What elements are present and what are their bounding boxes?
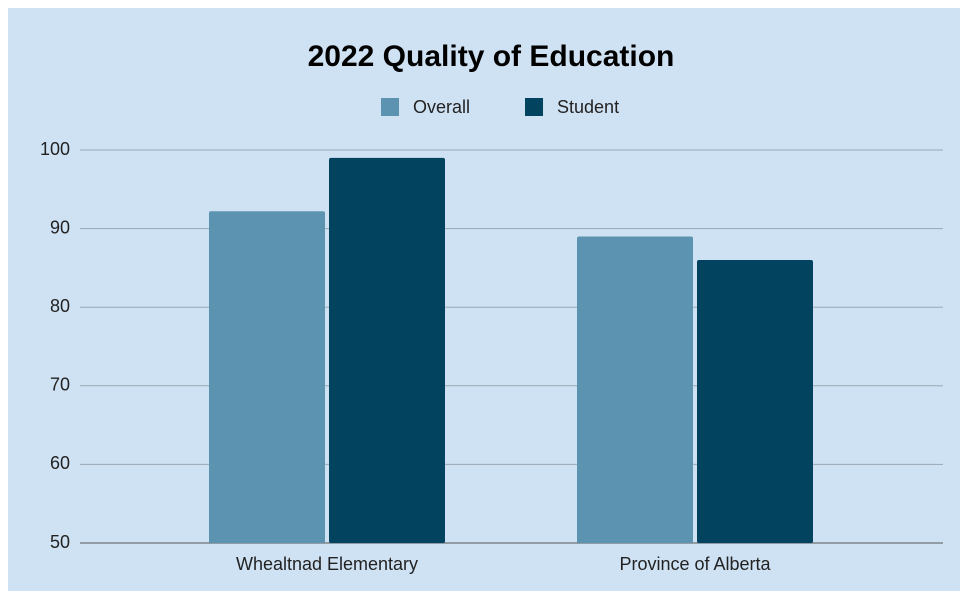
legend-swatch xyxy=(525,98,544,116)
y-tick-label: 80 xyxy=(50,296,70,316)
legend-label: Student xyxy=(557,97,619,117)
y-tick-label: 100 xyxy=(40,139,70,159)
bar xyxy=(697,260,813,543)
chart-background xyxy=(8,8,960,591)
bar xyxy=(209,211,325,544)
bar xyxy=(577,236,693,543)
x-tick-label: Province of Alberta xyxy=(619,554,771,574)
chart-title: 2022 Quality of Education xyxy=(308,40,675,73)
y-tick-label: 90 xyxy=(50,217,70,237)
legend-swatch xyxy=(381,98,399,116)
x-tick-label: Whealtnad Elementary xyxy=(236,554,418,574)
bar xyxy=(329,157,445,544)
y-tick-label: 50 xyxy=(50,532,70,552)
legend-label: Overall xyxy=(413,97,470,117)
y-tick-label: 70 xyxy=(50,375,70,395)
y-tick-label: 60 xyxy=(50,453,70,473)
